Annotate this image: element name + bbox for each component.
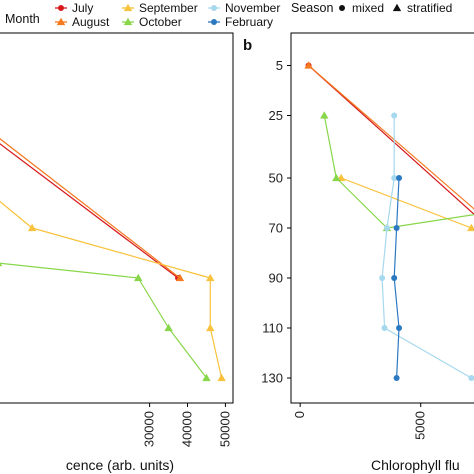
legend-season-mixed-marker	[339, 5, 345, 11]
panel-b-x-tick-label: 5000	[413, 411, 428, 440]
panel-b-series-february-point	[393, 375, 400, 381]
panel-a-series-october-point	[164, 323, 173, 332]
panel-b-plot-area	[304, 61, 474, 381]
legend-label-september: September	[139, 1, 198, 15]
panel-b-label: b	[243, 37, 252, 54]
legend-label-october: October	[139, 15, 182, 29]
panel-b-y-tick-label: 50	[269, 171, 283, 186]
panel-b-series-august-point	[304, 61, 313, 69]
panel-a: 30000 40000 50000 cence (arb. units)	[0, 32, 234, 473]
panel-a-plot-area	[0, 138, 226, 382]
panel-b-series-august-line	[308, 65, 474, 210]
panel-b-series-february-point	[396, 325, 403, 331]
legend-label-august: August	[72, 15, 110, 29]
panel-a-x-axis: 30000 40000 50000	[142, 403, 232, 447]
panel-a-series-september-point	[27, 223, 37, 232]
panel-b: b 5 25 50 70 90 110 130 0 5000 Chlorophyll flu	[243, 32, 474, 473]
panel-b-series-february-point	[391, 275, 398, 281]
legend-label-february: February	[225, 15, 273, 29]
panel-b-y-tick-label: 130	[261, 371, 283, 386]
panel-b-series-february-point	[396, 175, 403, 181]
panel-b-series-september-point	[467, 223, 474, 232]
legend-label-july: July	[72, 1, 93, 15]
panel-b-y-tick-label: 25	[269, 108, 283, 123]
panel-a-series-september-point	[217, 373, 226, 382]
legend-key-july-marker	[58, 5, 64, 11]
legend-season-title: Season	[291, 1, 333, 15]
panel-a-series-september-point	[206, 323, 215, 332]
panel-a-series-august-line	[0, 138, 181, 279]
legend-month-title: Month	[5, 12, 40, 26]
panel-b-series-october-point	[332, 173, 341, 182]
panel-b-series-july-line	[308, 65, 474, 215]
legend-key-august-marker	[56, 17, 66, 26]
panel-a-x-tick-label: 30000	[142, 411, 157, 447]
panel-a-series-october-point	[134, 273, 143, 282]
legend-seasons: mixed stratified	[339, 1, 452, 15]
panel-b-series-september-line	[340, 177, 474, 230]
panel-b-y-tick-label: 70	[269, 221, 283, 236]
panel-a-series-august-point	[175, 273, 185, 282]
panel-b-y-tick-label: 90	[269, 271, 283, 286]
panel-b-series-october-point	[320, 111, 329, 119]
panel-b-x-tick-label: 0	[292, 411, 307, 418]
panel-b-series-october-line	[323, 115, 474, 229]
panel-a-series-september-point	[206, 273, 215, 282]
panel-a-x-tick-label: 50000	[217, 411, 232, 447]
panel-b-series-november-point	[381, 325, 388, 331]
panel-a-series-october-point	[0, 262, 3, 267]
legend-season-mixed: mixed	[352, 1, 384, 15]
panel-b-series-november-point	[383, 225, 390, 231]
panel-a-series-september-line	[0, 200, 223, 379]
legend-season-stratified-marker	[392, 3, 402, 12]
panel-b-x-axis: 0 5000	[292, 403, 428, 440]
panel-a-frame	[0, 32, 234, 404]
legend-label-november: November	[225, 1, 280, 15]
panel-b-series-february-point	[393, 225, 400, 231]
legend-season-stratified: stratified	[407, 1, 452, 15]
legend-key-september-marker	[123, 3, 133, 12]
panel-b-series-november-point	[379, 275, 386, 281]
panel-b-series-november-point	[391, 112, 398, 119]
panel-a-series-july-line	[0, 143, 179, 279]
panel-a-series-october-line	[0, 262, 207, 379]
legend-key-november-marker	[211, 5, 217, 11]
panel-a-x-tick-label: 40000	[180, 411, 195, 447]
panel-b-series-november-point	[468, 375, 474, 381]
legend-key-february-marker	[211, 19, 217, 25]
legend-key-october-marker	[123, 17, 133, 26]
panel-b-y-tick-label: 110	[262, 321, 283, 336]
panel-a-series-october-point	[202, 373, 211, 382]
panel-b-frame	[290, 32, 474, 404]
panel-b-series-november-point	[391, 175, 398, 181]
panel-b-y-axis: 5 25 50 70 90 110 130	[261, 58, 291, 386]
panel-a-x-axis-title: cence (arb. units)	[66, 457, 174, 473]
panel-b-x-axis-title: Chlorophyll flu	[371, 457, 460, 473]
panel-b-y-tick-label: 5	[276, 58, 283, 73]
